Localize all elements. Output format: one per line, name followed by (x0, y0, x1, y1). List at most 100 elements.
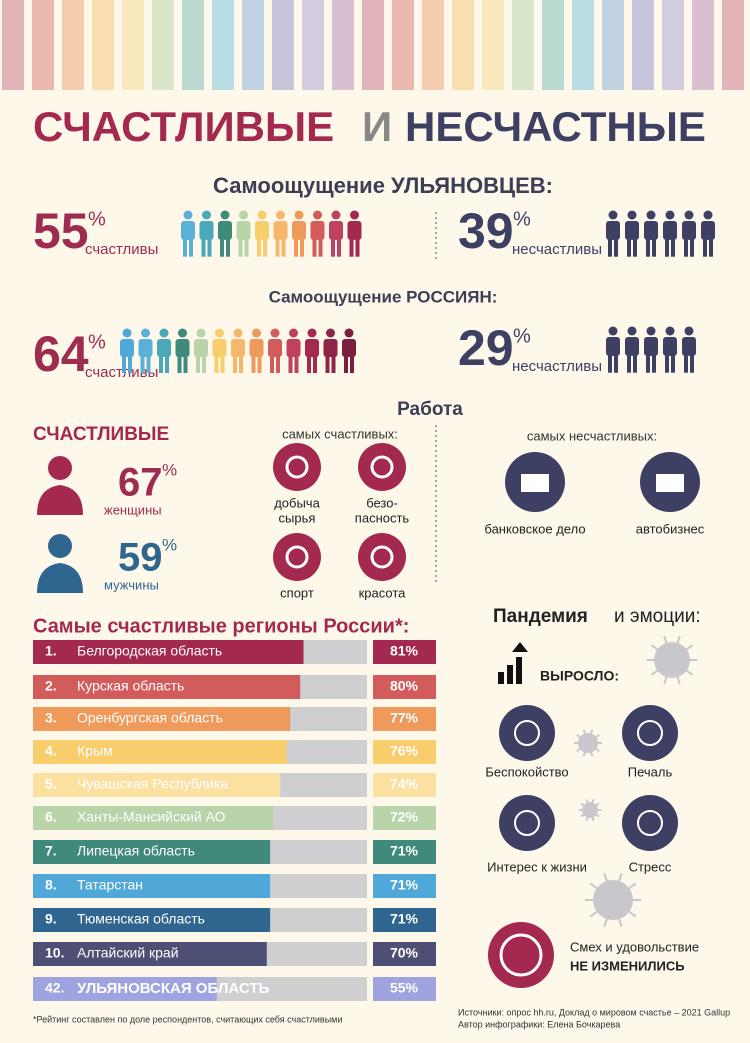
person-icon (207, 237, 212, 257)
percent-value: 67 (118, 461, 163, 505)
person-icon (275, 237, 280, 257)
bar (33, 977, 217, 1001)
person-icon (233, 328, 243, 338)
person-icon (270, 355, 274, 373)
stripe (362, 0, 384, 90)
person-icon (614, 237, 618, 257)
job-icon (285, 545, 309, 569)
sources: Источники: опрос hh.ru, Доклад о мировом… (458, 1007, 730, 1017)
person-icon (183, 355, 188, 373)
section-title: Самоощущение РОССИЯН: (269, 287, 498, 306)
region-name: Белгородская область (77, 643, 222, 659)
person-icon (270, 328, 280, 338)
value-label: 81% (390, 643, 419, 659)
person-icon (614, 353, 618, 373)
title: И (362, 103, 392, 150)
person-icon (249, 339, 264, 357)
person-icon (606, 221, 620, 240)
stripe (722, 0, 744, 90)
job-label: добыча (274, 495, 320, 510)
person-icon (331, 237, 335, 257)
value-label: 77% (390, 710, 419, 726)
emotion-label: Интерес к жизни (487, 859, 587, 874)
person-icon (644, 221, 658, 240)
percent-label: счастливы (85, 364, 158, 381)
person-icon (318, 237, 323, 257)
virus-icon (593, 880, 633, 920)
person-icon (646, 237, 650, 257)
job-icon (358, 533, 406, 581)
job-icon (273, 533, 321, 581)
person-icon (159, 328, 169, 338)
person-icon (215, 328, 224, 338)
region-name: Курская область (77, 678, 184, 694)
person-icon (199, 221, 214, 240)
rank: 4. (45, 743, 57, 759)
person-icon (268, 339, 282, 357)
person-icon (239, 355, 243, 373)
virus-icon (654, 642, 690, 678)
person-icon (627, 237, 631, 257)
person-icon (307, 355, 311, 373)
person-icon (294, 355, 299, 373)
section-title: Самоощущение УЛЬЯНОВЦЕВ: (213, 173, 553, 198)
emotion-icon (499, 795, 555, 851)
person-icon (665, 353, 669, 373)
virus-icon (578, 733, 598, 753)
stripe (242, 0, 264, 90)
label: ВЫРОСЛО: (540, 668, 619, 684)
person-icon (665, 237, 669, 257)
person-icon (175, 339, 190, 357)
job-icon (285, 455, 309, 479)
person-icon (313, 355, 317, 373)
percent-label: несчастливы (512, 358, 602, 375)
bar (33, 707, 291, 731)
person-icon (671, 353, 675, 373)
percent-label: женщины (104, 502, 162, 517)
region-name: Ханты-Мансийский АО (77, 809, 226, 825)
person-icon (310, 221, 325, 240)
value-label: 80% (390, 678, 419, 694)
stripe (512, 0, 534, 90)
stripe (212, 0, 234, 90)
region-name: УЛЬЯНОВСКАЯ ОБЛАСТЬ (77, 980, 269, 997)
emotion-icon (637, 810, 663, 836)
person-icon (627, 210, 637, 220)
person-icon (181, 221, 195, 240)
author: Автор инфографики: Елена Бочкарева (458, 1019, 620, 1029)
job-label: красота (359, 585, 407, 600)
subtitle: самых несчастливых: (527, 428, 657, 443)
person-icon (276, 210, 285, 220)
stripe (152, 0, 174, 90)
stripe (32, 0, 54, 90)
value-label: 76% (390, 743, 419, 759)
person-icon (344, 355, 348, 373)
person-icon (214, 355, 219, 373)
person-icon (251, 355, 256, 373)
person-icon (350, 355, 354, 373)
value-box (373, 640, 436, 664)
percent-value: 39 (458, 203, 514, 259)
emotion-icon (499, 705, 555, 761)
person-icon (627, 326, 637, 336)
person-icon (244, 237, 249, 257)
percent-label: счастливы (85, 241, 158, 258)
job-icon (521, 474, 549, 492)
value-box (373, 840, 436, 864)
person-icon (326, 328, 335, 338)
job-label: пасность (355, 510, 410, 525)
person-icon (644, 337, 658, 356)
emotion-label: Беспокойство (485, 764, 568, 779)
person-icon (220, 237, 224, 257)
bar (33, 806, 274, 830)
person-icon (323, 339, 338, 357)
person-icon (202, 210, 211, 220)
stripe (422, 0, 444, 90)
percent-sign: % (513, 208, 531, 230)
bar (33, 773, 281, 797)
value-box (373, 977, 436, 1001)
stripe (2, 0, 24, 90)
stripe (662, 0, 684, 90)
